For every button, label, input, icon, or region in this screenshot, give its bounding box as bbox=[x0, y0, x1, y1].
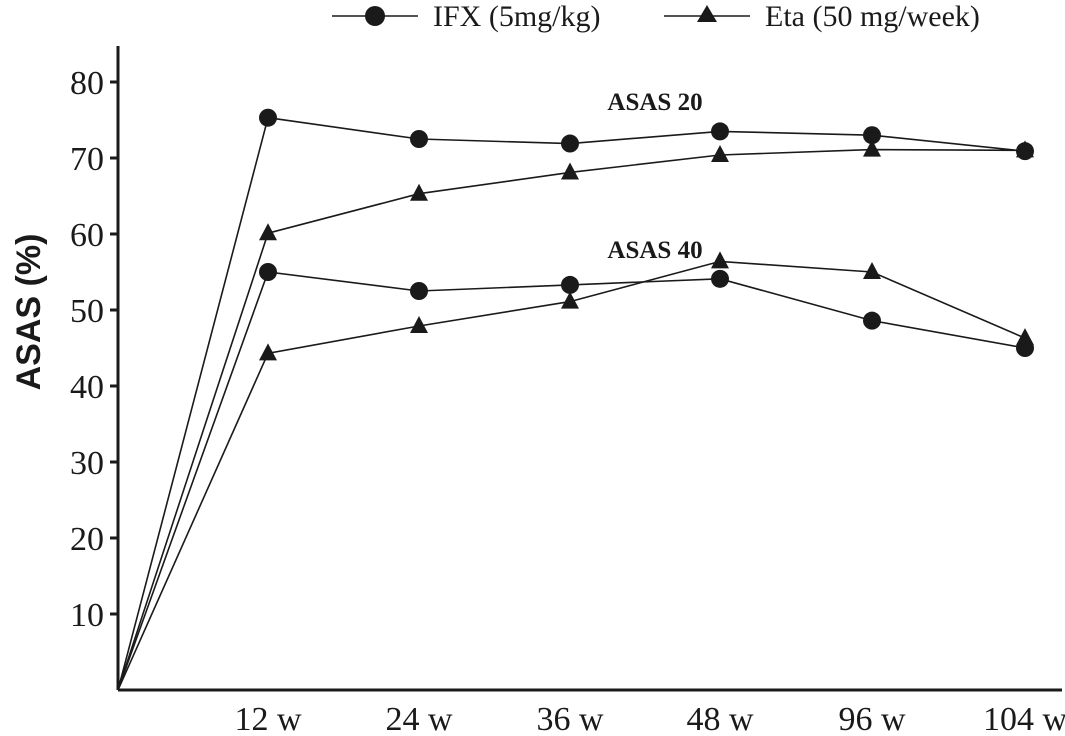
y-tick-label-70: 70 bbox=[70, 141, 104, 178]
y-tick-label-20: 20 bbox=[70, 521, 104, 558]
x-tick-label-12-w: 12 w bbox=[234, 701, 302, 736]
data-point-asas-20-ifx-3 bbox=[561, 134, 579, 153]
series-line-asas-20-ifx bbox=[117, 116, 1026, 691]
legend-label-ifx: IFX (5mg/kg) bbox=[433, 0, 601, 33]
legend-triangle-marker bbox=[697, 5, 717, 22]
annotation-asas-40: ASAS 40 bbox=[607, 237, 702, 264]
data-point-asas-20-eta-3 bbox=[561, 162, 579, 180]
data-point-asas-40-eta-5 bbox=[863, 262, 881, 279]
data-point-asas-40-eta-2 bbox=[410, 315, 428, 333]
data-point-asas-20-eta-4 bbox=[711, 144, 729, 162]
series-asas-20-eta bbox=[117, 139, 1034, 691]
series-line-asas-40-ifx bbox=[117, 271, 1026, 691]
data-point-asas-20-ifx-2 bbox=[410, 130, 428, 148]
y-tick-label-80: 80 bbox=[70, 65, 104, 102]
data-point-asas-20-ifx-5 bbox=[863, 126, 881, 145]
x-tick-label-48-w: 48 w bbox=[686, 701, 754, 736]
data-point-asas-40-ifx-1 bbox=[259, 263, 277, 281]
y-tick-label-10: 10 bbox=[70, 597, 104, 634]
x-ticks: 12 w 24 w 36 w 48 w 96 w 104 w bbox=[234, 701, 1065, 736]
legend-entry-eta: Eta (50 mg/week) bbox=[664, 0, 980, 33]
data-point-asas-20-ifx-1 bbox=[259, 108, 277, 127]
data-point-asas-20-eta-1 bbox=[259, 223, 277, 241]
data-point-asas-20-eta-6 bbox=[1016, 140, 1034, 158]
annotations: ASAS 20 ASAS 40 bbox=[607, 89, 702, 264]
y-axis-label: ASAS (%) bbox=[10, 234, 48, 391]
legend-label-eta: Eta (50 mg/week) bbox=[765, 0, 980, 33]
annotation-asas-20: ASAS 20 bbox=[607, 89, 702, 116]
y-tick-label-50: 50 bbox=[70, 293, 104, 330]
data-point-asas-40-eta-4 bbox=[711, 251, 729, 269]
series-asas-40-eta bbox=[117, 251, 1034, 691]
x-tick-label-24-w: 24 w bbox=[385, 701, 453, 736]
data-point-asas-40-ifx-5 bbox=[863, 311, 881, 330]
y-tick-label-60: 60 bbox=[70, 217, 104, 254]
y-tick-label-30: 30 bbox=[70, 445, 104, 482]
data-point-asas-40-ifx-2 bbox=[410, 282, 428, 300]
data-point-asas-20-eta-5 bbox=[863, 139, 881, 157]
axes bbox=[116, 46, 1062, 692]
data-point-asas-40-eta-1 bbox=[259, 343, 277, 361]
series-asas-20-ifx bbox=[117, 108, 1034, 691]
legend-circle-marker bbox=[365, 6, 385, 26]
series-layer bbox=[117, 108, 1034, 691]
y-ticks: 10 20 30 40 50 60 70 80 bbox=[70, 65, 118, 634]
data-point-asas-40-eta-3 bbox=[561, 291, 579, 309]
data-point-asas-40-ifx-3 bbox=[561, 275, 579, 294]
data-point-asas-20-eta-2 bbox=[410, 183, 428, 201]
series-line-asas-20-eta bbox=[117, 148, 1026, 691]
data-point-asas-40-ifx-4 bbox=[711, 269, 729, 288]
data-point-asas-20-ifx-4 bbox=[711, 122, 729, 141]
y-tick-label-40: 40 bbox=[70, 369, 104, 406]
legend-entry-ifx: IFX (5mg/kg) bbox=[332, 0, 601, 33]
series-asas-40-ifx bbox=[117, 263, 1034, 691]
series-line-asas-40-eta bbox=[117, 260, 1026, 691]
x-tick-label-104-w: 104 w bbox=[983, 701, 1065, 736]
x-tick-label-36-w: 36 w bbox=[536, 701, 604, 736]
x-tick-label-96-w: 96 w bbox=[838, 701, 906, 736]
legend: IFX (5mg/kg) Eta (50 mg/week) bbox=[332, 0, 980, 33]
data-point-asas-40-eta-6 bbox=[1016, 328, 1034, 346]
